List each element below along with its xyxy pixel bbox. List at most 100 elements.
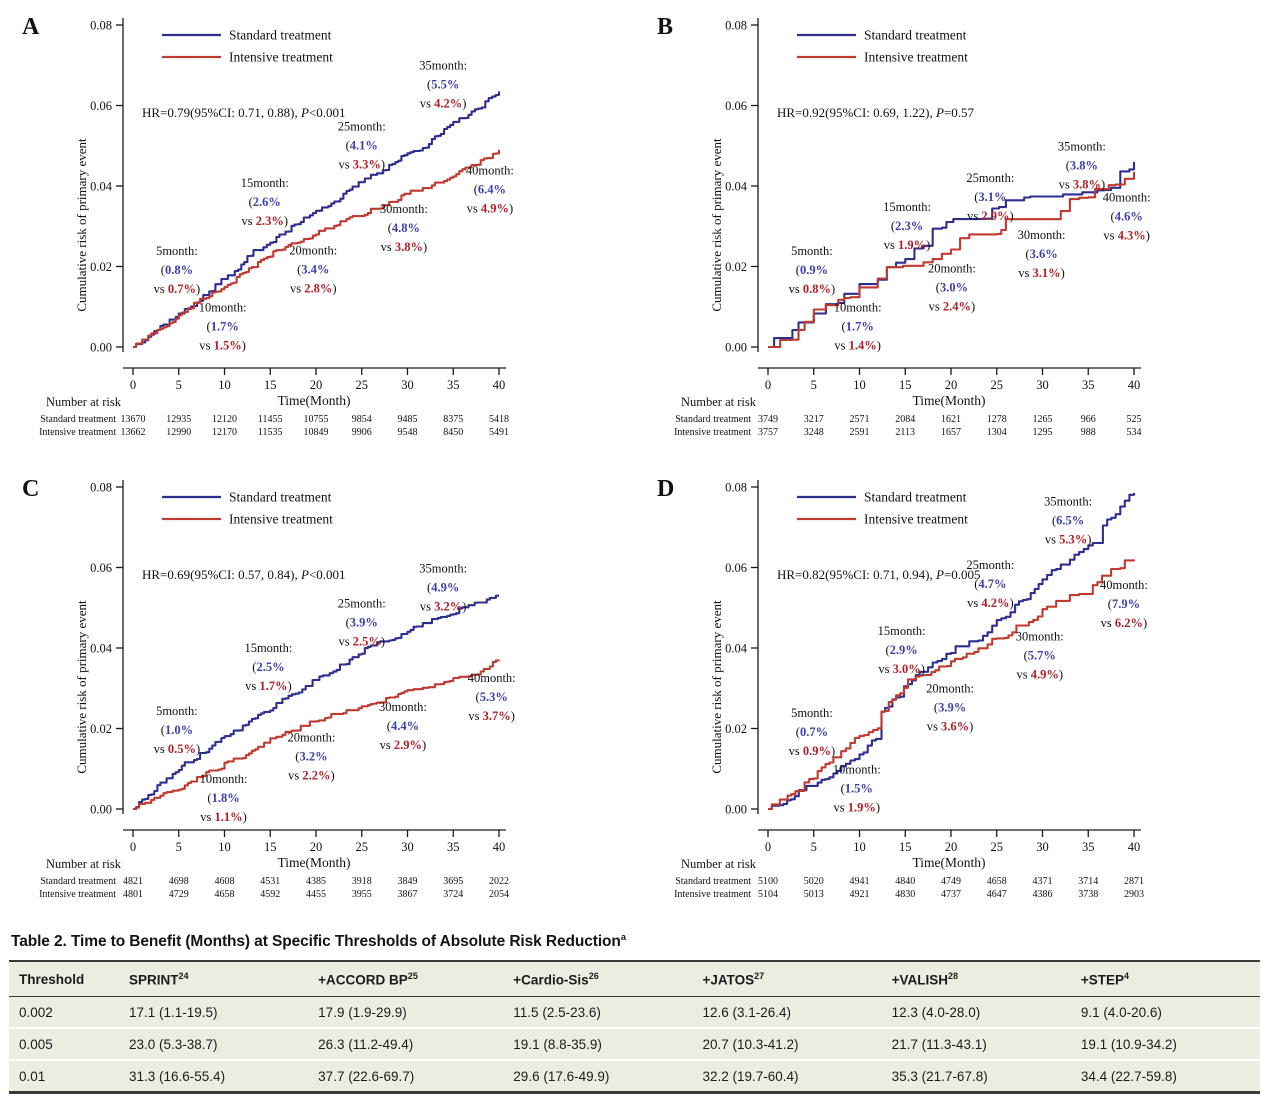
annotation-standard-value: (1.8% <box>207 791 239 805</box>
risk-count: 988 <box>1081 427 1096 438</box>
annotation-standard-value: (7.9% <box>1108 597 1140 611</box>
annotation-standard-value: (0.8% <box>161 263 193 277</box>
panel-letter-B: B <box>657 14 673 40</box>
table2-header--step: +STEP4 <box>1070 962 1260 997</box>
risk-count: 4371 <box>1033 876 1053 887</box>
annotation-month: 30month: <box>1018 228 1066 242</box>
annotation-20month: 20month: (3.9% vs 3.6%) <box>926 681 974 733</box>
annotation-standard-value: (1.7% <box>842 320 874 334</box>
y-tick-label: 0.00 <box>90 341 112 355</box>
x-tick-label: 35 <box>447 840 460 854</box>
x-tick-label: 15 <box>264 840 277 854</box>
risk-count: 4658 <box>987 876 1007 887</box>
annotation-standard-value: (4.7% <box>974 577 1006 591</box>
curve-standard <box>768 161 1136 349</box>
annotation-month: 10month: <box>834 301 882 315</box>
x-tick-label: 25 <box>991 378 1004 392</box>
y-tick-label: 0.08 <box>725 481 747 495</box>
annotation-intensive-value: vs 3.3%) <box>338 157 385 171</box>
annotation-month: 30month: <box>379 700 427 714</box>
annotation-month: 20month: <box>928 262 976 276</box>
risk-count: 3724 <box>443 889 463 900</box>
annotation-intensive-value: vs 3.7%) <box>468 709 515 723</box>
y-tick-label: 0.08 <box>90 481 112 495</box>
y-tick-label: 0.04 <box>725 180 748 194</box>
annotation-40month: 40month: (5.3% vs 3.7%) <box>468 671 516 723</box>
value-cell: 37.7 (22.6-69.7) <box>308 1060 504 1091</box>
x-tick-label: 20 <box>945 378 958 392</box>
km-panels-grid: A 0.08 0.06 0.04 0.02 0.00 0 5 10 15 20 25 30 35 40 Tim… <box>0 14 1151 924</box>
table2-section: Table 2. Time to Benefit (Months) at Spe… <box>0 924 1269 1094</box>
annotation-intensive-value: vs 2.3%) <box>241 214 288 228</box>
value-cell: 23.0 (5.3-38.7) <box>119 1028 309 1061</box>
annotation-month: 10month: <box>833 763 881 777</box>
annotation-month: 20month: <box>287 730 335 744</box>
table2-title: Table 2. Time to Benefit (Months) at Spe… <box>11 932 1260 951</box>
number-at-risk-title: Number at risk <box>681 395 757 409</box>
annotation-month: 20month: <box>289 243 337 257</box>
annotation-standard-value: (4.6% <box>1111 209 1143 223</box>
x-tick-label: 20 <box>310 378 323 392</box>
risk-count: 3849 <box>398 876 418 887</box>
annotation-month: 15month: <box>878 624 926 638</box>
annotation-month: 35month: <box>419 58 467 72</box>
risk-row-label-standard: Standard treatment <box>675 414 751 425</box>
number-at-risk-title: Number at risk <box>46 395 122 409</box>
threshold-cell: 0.005 <box>9 1028 119 1061</box>
y-tick-label: 0.02 <box>90 260 112 274</box>
annotation-month: 40month: <box>468 671 516 685</box>
risk-count: 525 <box>1127 414 1142 425</box>
value-cell: 9.1 (4.0-20.6) <box>1070 996 1260 1029</box>
annotation-intensive-value: vs 4.9%) <box>1016 667 1063 681</box>
risk-count: 5020 <box>804 876 824 887</box>
risk-count: 2084 <box>895 414 915 425</box>
annotation-standard-value: (5.5% <box>427 77 459 91</box>
annotation-15month: 15month: (2.6% vs 2.3%) <box>241 176 289 228</box>
annotation-intensive-value: vs 0.9%) <box>789 744 836 758</box>
km-chart-D: D 0.08 0.06 0.04 0.02 0.00 0 5 10 15 20 25 30 35 40 Tim… <box>657 476 1148 900</box>
hr-label: HR=0.69(95%CI: 0.57, 0.84), P<0.001 <box>142 567 346 582</box>
annotation-20month: 20month: (3.0% vs 2.4%) <box>928 262 976 314</box>
value-cell: 19.1 (10.9-34.2) <box>1070 1028 1260 1061</box>
risk-count: 4647 <box>987 889 1007 900</box>
x-axis-title: Time(Month) <box>912 855 985 870</box>
risk-row-label-intensive: Intensive treatment <box>39 889 116 900</box>
annotation-month: 40month: <box>1103 190 1151 204</box>
risk-count: 2113 <box>895 427 915 438</box>
annotation-10month: 10month: (1.7% vs 1.4%) <box>834 301 882 353</box>
annotation-standard-value: (1.0% <box>161 723 193 737</box>
hr-label: HR=0.82(95%CI: 0.71, 0.94), P=0.005 <box>777 567 981 582</box>
km-chart-C: C 0.08 0.06 0.04 0.02 0.00 0 5 10 15 20 25 30 35 40 Tim… <box>22 476 516 900</box>
x-tick-label: 15 <box>899 840 912 854</box>
annotation-intensive-value: vs 4.3%) <box>1103 228 1150 242</box>
risk-count: 13670 <box>121 414 146 425</box>
x-tick-label: 35 <box>447 378 460 392</box>
risk-count: 3248 <box>804 427 824 438</box>
risk-count: 9854 <box>352 414 372 425</box>
risk-count: 11455 <box>258 414 283 425</box>
x-tick-label: 0 <box>765 840 771 854</box>
risk-count: 1657 <box>941 427 961 438</box>
annotation-10month: 10month: (1.8% vs 1.1%) <box>200 772 248 824</box>
annotation-month: 25month: <box>338 119 386 133</box>
annotation-15month: 15month: (2.9% vs 3.0%) <box>878 624 926 676</box>
annotation-35month: 35month: (4.9% vs 3.2%) <box>419 561 467 613</box>
annotation-intensive-value: vs 1.4%) <box>834 339 881 353</box>
annotation-intensive-value: vs 6.2%) <box>1101 616 1148 630</box>
panel-c: C 0.08 0.06 0.04 0.02 0.00 0 5 10 15 20 25 30 35 40 Tim… <box>0 462 634 924</box>
y-tick-label: 0.08 <box>90 19 112 33</box>
km-chart-A: A 0.08 0.06 0.04 0.02 0.00 0 5 10 15 20 25 30 35 40 Tim… <box>22 14 514 438</box>
curve-intensive <box>133 149 501 349</box>
value-cell: 35.3 (21.7-67.8) <box>881 1060 1071 1091</box>
annotation-month: 15month: <box>244 641 292 655</box>
legend-label-standard: Standard treatment <box>864 28 967 43</box>
curve-standard <box>768 493 1136 811</box>
hr-label: HR=0.92(95%CI: 0.69, 1.22), P=0.57 <box>777 105 975 120</box>
annotation-intensive-value: vs 0.7%) <box>154 282 201 296</box>
risk-count: 3955 <box>352 889 372 900</box>
risk-count: 4941 <box>850 876 870 887</box>
annotation-standard-value: (2.3% <box>891 219 923 233</box>
legend-label-intensive: Intensive treatment <box>229 50 333 65</box>
value-cell: 17.9 (1.9-29.9) <box>308 996 504 1029</box>
annotation-15month: 15month: (2.5% vs 1.7%) <box>244 641 292 693</box>
